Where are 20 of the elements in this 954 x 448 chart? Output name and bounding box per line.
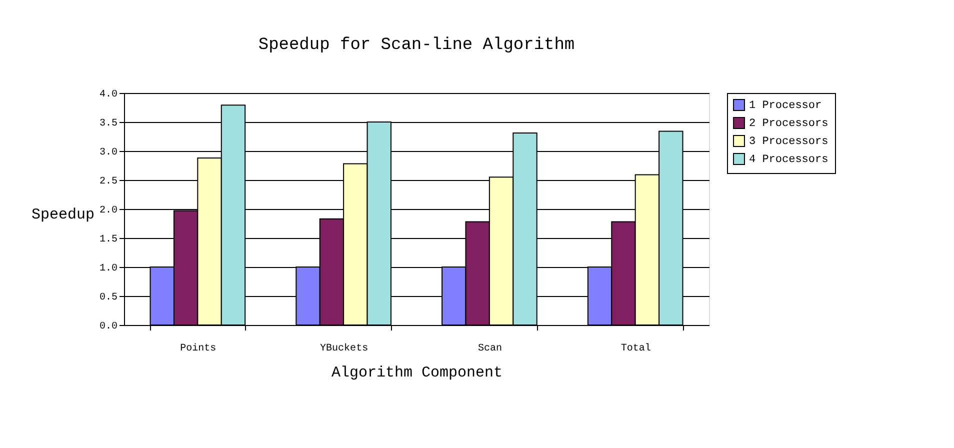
legend-label: 1 Processor (749, 100, 822, 112)
y-tick-label: 1.0 (99, 264, 118, 274)
y-tick-label: 0.5 (99, 292, 118, 304)
legend-label: 4 Processors (749, 154, 828, 166)
y-tick-label: 2.0 (99, 206, 118, 216)
y-tick-label: 0.0 (99, 322, 118, 332)
legend-label: 2 Processors (749, 118, 828, 130)
y-tick-label: 2.5 (99, 176, 118, 188)
y-tick-label: 4.0 (99, 90, 118, 100)
y-axis-title: Speedup (31, 206, 94, 224)
x-axis-title: Algorithm Component (331, 364, 503, 382)
x-tick-label: Scan (478, 344, 502, 354)
legend-label: 3 Processors (749, 136, 828, 148)
y-tick-label: 3.5 (99, 118, 118, 130)
x-tick-label: Points (180, 342, 216, 354)
chart-title: Speedup for Scan-line Algorithm (258, 36, 575, 55)
y-tick-label: 1.5 (99, 234, 118, 246)
y-tick-label: 3.0 (99, 148, 118, 158)
x-tick-label: YBuckets (320, 342, 368, 354)
x-tick-label: Total (620, 342, 651, 354)
